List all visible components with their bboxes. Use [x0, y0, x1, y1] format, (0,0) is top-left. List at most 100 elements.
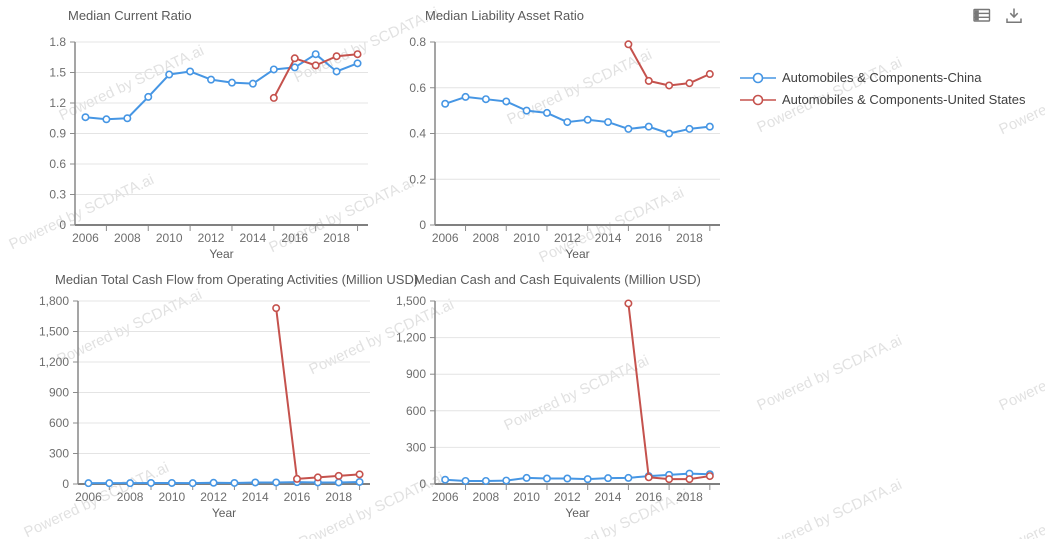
axis-tick-label: 2014 — [595, 231, 622, 245]
data-point[interactable] — [441, 475, 450, 484]
data-point[interactable] — [334, 478, 343, 487]
data-point[interactable] — [481, 95, 490, 104]
data-point[interactable] — [251, 478, 260, 487]
axis-tick-label: 2016 — [635, 231, 662, 245]
axis-tick-label: 2012 — [200, 490, 227, 504]
data-point[interactable] — [207, 75, 216, 84]
axis-tick-label: 0.4 — [409, 127, 426, 141]
data-point[interactable] — [123, 114, 132, 123]
axis-tick-label: 2016 — [281, 231, 308, 245]
data-point[interactable] — [481, 476, 490, 485]
data-point[interactable] — [353, 59, 362, 68]
axis-tick-label: 2014 — [595, 490, 622, 504]
axis-tick-label: 2016 — [284, 490, 311, 504]
axis-tick-label: 0 — [59, 218, 66, 232]
data-point[interactable] — [126, 479, 135, 488]
data-point[interactable] — [313, 473, 322, 482]
data-point[interactable] — [441, 99, 450, 108]
line-marker-icon — [740, 72, 776, 83]
data-point[interactable] — [624, 124, 633, 133]
data-point[interactable] — [167, 478, 176, 487]
data-point[interactable] — [355, 470, 364, 479]
data-point[interactable] — [604, 118, 613, 127]
data-view-icon[interactable] — [973, 8, 991, 23]
data-point[interactable] — [522, 106, 531, 115]
data-point[interactable] — [102, 115, 111, 124]
data-point[interactable] — [461, 476, 470, 485]
data-point[interactable] — [644, 473, 653, 482]
axis-tick-label: 2016 — [635, 490, 662, 504]
data-point[interactable] — [353, 50, 362, 59]
data-point[interactable] — [583, 475, 592, 484]
axis-tick-label: 0.2 — [409, 172, 426, 186]
data-point[interactable] — [685, 475, 694, 484]
legend-label-united-states: Automobiles & Components-United States — [782, 92, 1026, 107]
data-point[interactable] — [269, 93, 278, 102]
data-point[interactable] — [147, 478, 156, 487]
download-icon[interactable] — [1005, 7, 1023, 24]
data-point[interactable] — [665, 81, 674, 90]
legend-item-united-states[interactable]: Automobiles & Components-United States — [740, 92, 1026, 107]
data-point[interactable] — [705, 70, 714, 79]
data-point[interactable] — [705, 472, 714, 481]
data-point[interactable] — [563, 118, 572, 127]
data-point[interactable] — [188, 479, 197, 488]
data-point[interactable] — [542, 108, 551, 117]
data-point[interactable] — [272, 304, 281, 313]
data-point[interactable] — [332, 67, 341, 76]
data-point[interactable] — [332, 52, 341, 61]
data-point[interactable] — [502, 97, 511, 106]
data-point[interactable] — [334, 471, 343, 480]
data-point[interactable] — [290, 54, 299, 63]
axis-tick-label: 0.3 — [49, 188, 66, 202]
axis-tick-label: 2006 — [432, 231, 459, 245]
axis-tick-label: 1.2 — [49, 96, 66, 110]
legend-item-china[interactable]: Automobiles & Components-China — [740, 70, 1026, 85]
chart-plot-3: 0 300 600 900 1,200 1,500 2006 2008 2010 2012 2014… — [396, 294, 720, 520]
axis-tick-label: 2010 — [159, 490, 186, 504]
x-axis-title: Year — [209, 247, 233, 261]
data-point[interactable] — [84, 479, 93, 488]
data-point[interactable] — [685, 124, 694, 133]
data-point[interactable] — [604, 474, 613, 483]
data-point[interactable] — [624, 40, 633, 49]
axis-tick-label: 2012 — [554, 231, 581, 245]
data-point[interactable] — [81, 113, 90, 122]
data-point[interactable] — [290, 63, 299, 72]
data-point[interactable] — [209, 478, 218, 487]
data-point[interactable] — [542, 474, 551, 483]
data-point[interactable] — [563, 474, 572, 483]
x-axis-title: Year — [212, 506, 236, 520]
data-point[interactable] — [583, 115, 592, 124]
axis-tick-label: 1,800 — [39, 294, 69, 308]
data-point[interactable] — [624, 473, 633, 482]
data-point[interactable] — [665, 129, 674, 138]
data-point[interactable] — [144, 92, 153, 101]
data-point[interactable] — [269, 65, 278, 74]
data-point[interactable] — [311, 50, 320, 59]
data-point[interactable] — [186, 67, 195, 76]
data-point[interactable] — [230, 478, 239, 487]
data-point[interactable] — [644, 76, 653, 85]
legend: Automobiles & Components-China Automobil… — [740, 70, 1026, 107]
data-point[interactable] — [105, 479, 114, 488]
data-point[interactable] — [292, 474, 301, 483]
data-point[interactable] — [355, 477, 364, 486]
data-point[interactable] — [705, 122, 714, 131]
data-point[interactable] — [665, 475, 674, 484]
data-point[interactable] — [311, 61, 320, 70]
data-point[interactable] — [461, 92, 470, 101]
axis-tick-label: 900 — [49, 386, 69, 400]
axis-tick-label: 0.6 — [49, 157, 66, 171]
data-point[interactable] — [227, 78, 236, 87]
data-point[interactable] — [685, 79, 694, 88]
data-point[interactable] — [165, 70, 174, 79]
axis-tick-label: 2006 — [72, 231, 99, 245]
data-point[interactable] — [624, 299, 633, 308]
data-point[interactable] — [644, 122, 653, 131]
data-point[interactable] — [502, 476, 511, 485]
data-point[interactable] — [272, 478, 281, 487]
data-point[interactable] — [522, 473, 531, 482]
data-point[interactable] — [248, 79, 257, 88]
chart-title-median-current-ratio: Median Current Ratio — [68, 8, 192, 23]
